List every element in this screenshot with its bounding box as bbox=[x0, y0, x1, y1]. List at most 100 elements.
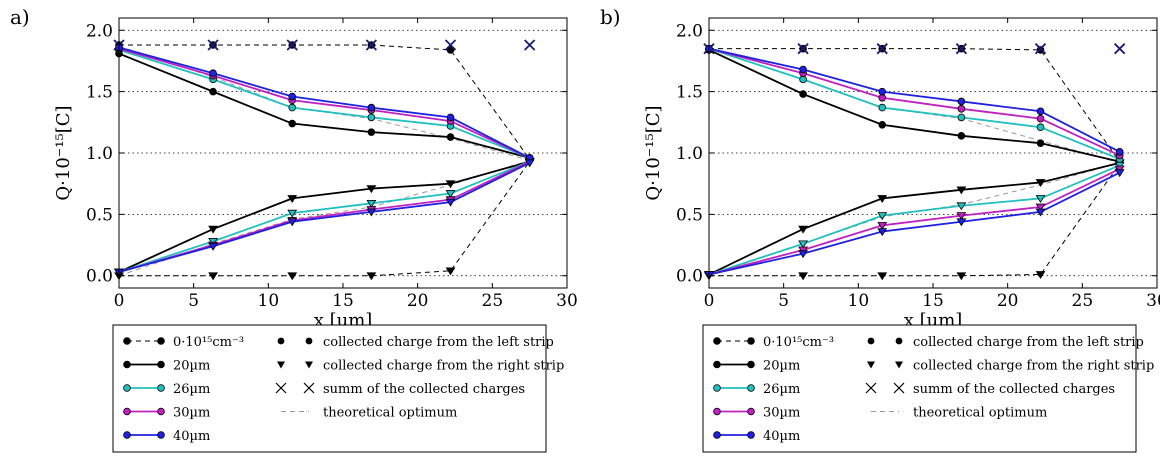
right-strip-point bbox=[445, 180, 456, 189]
legend-series-marker bbox=[123, 431, 131, 439]
right-strip-point bbox=[798, 240, 809, 249]
legend-series-marker bbox=[713, 337, 721, 345]
y-axis-label: Q·10⁻¹⁵[C] bbox=[53, 105, 74, 200]
right-strip-point bbox=[287, 218, 298, 227]
series-4-right-line bbox=[708, 171, 1121, 276]
sum-point bbox=[524, 39, 536, 51]
x-tick-label: 10 bbox=[258, 291, 280, 311]
y-tick-label: 0.0 bbox=[86, 267, 113, 287]
series-4-right-line bbox=[118, 162, 531, 273]
left-strip-point bbox=[878, 103, 887, 112]
left-strip-point bbox=[367, 113, 376, 122]
left-strip-point bbox=[957, 132, 966, 140]
series-3-right-line bbox=[118, 160, 531, 273]
series-1-left-line bbox=[118, 52, 530, 159]
legend-series-marker bbox=[157, 337, 165, 345]
right-strip-point bbox=[877, 228, 888, 237]
series-3-left-line bbox=[118, 47, 531, 159]
right-strip-point bbox=[208, 225, 219, 234]
series-2-right-line bbox=[708, 164, 1121, 276]
x-tick-label: 5 bbox=[778, 291, 789, 311]
sum-point bbox=[797, 43, 809, 55]
legend-box bbox=[702, 324, 1137, 453]
y-tick-label: 1.0 bbox=[86, 144, 113, 164]
legend-circle-marker bbox=[277, 337, 285, 345]
legend-series-marker bbox=[157, 431, 165, 439]
right-strip-point bbox=[1035, 195, 1046, 203]
left-strip-point bbox=[1115, 147, 1124, 156]
left-strip-point bbox=[367, 128, 376, 136]
right-strip-point bbox=[1035, 271, 1046, 280]
series-2-right-line bbox=[118, 160, 531, 273]
legend-series-marker bbox=[713, 407, 721, 416]
y-tick-label: 0.5 bbox=[86, 205, 113, 225]
legend-marker-label: theoretical optimum bbox=[323, 406, 457, 421]
legend-triangle-marker bbox=[305, 361, 313, 369]
left-strip-point bbox=[878, 87, 887, 96]
legend-triangle-marker bbox=[277, 361, 285, 369]
legend-series-marker bbox=[747, 407, 755, 416]
right-strip-point bbox=[445, 190, 456, 199]
right-strip-point bbox=[524, 159, 535, 168]
left-strip-point bbox=[957, 113, 966, 122]
series-0-right-line bbox=[709, 163, 1121, 277]
left-strip-point bbox=[209, 69, 217, 78]
legend-series-marker bbox=[157, 360, 165, 369]
right-strip-point bbox=[1035, 203, 1046, 212]
series-1-right-line bbox=[708, 161, 1120, 276]
series-2-left-line bbox=[118, 49, 531, 159]
x-tick-label: 15 bbox=[332, 291, 354, 311]
x-tick-label: 25 bbox=[482, 291, 504, 311]
left-strip-point bbox=[957, 105, 966, 113]
legend-series-marker bbox=[747, 337, 755, 345]
x-tick-label: 0 bbox=[704, 291, 715, 311]
left-strip-point bbox=[1036, 114, 1045, 123]
sum-point bbox=[955, 43, 968, 55]
legend-series-marker bbox=[747, 360, 755, 369]
left-strip-point bbox=[288, 92, 297, 101]
series-0-left-line bbox=[709, 48, 1121, 162]
right-strip-point bbox=[798, 250, 809, 259]
right-strip-point bbox=[956, 186, 967, 195]
legend-series-marker bbox=[123, 337, 131, 345]
legend-series-marker bbox=[713, 384, 721, 392]
legend-marker-label: collected charge from the left strip bbox=[913, 335, 1144, 350]
legend-marker-label: collected charge from the right strip bbox=[913, 359, 1154, 374]
legend-series-label: 40µm bbox=[763, 429, 800, 444]
right-strip-point bbox=[208, 242, 219, 251]
left-strip-point bbox=[1036, 139, 1045, 147]
panel-1: a)0 5 10 15 20 25 300.00.51.01.52.0x [um]Q·10⁻… bbox=[10, 5, 578, 453]
y-tick-label: 0.5 bbox=[676, 205, 703, 225]
legend-triangle-marker bbox=[895, 361, 903, 369]
legend: 0·10¹⁵cm⁻³ 20µm 26µm 30µm 40µm collected char… bbox=[702, 324, 1154, 453]
legend-x-marker bbox=[865, 382, 877, 394]
y-tick-label: 1.0 bbox=[676, 144, 703, 164]
legend-series-label: 20µm bbox=[173, 359, 210, 374]
legend-marker-label: summ of the collected charges bbox=[913, 382, 1115, 397]
legend-marker-label: summ of the collected charges bbox=[323, 382, 525, 397]
x-tick-label: 30 bbox=[1146, 291, 1160, 311]
legend: 0·10¹⁵cm⁻³ 20µm 26µm 30µm 40µm collected char… bbox=[112, 324, 564, 453]
legend-series-marker bbox=[123, 407, 131, 416]
legend-series-label: 0·10¹⁵cm⁻³ bbox=[173, 335, 244, 350]
right-strip-point bbox=[877, 222, 888, 230]
series-4-left-line bbox=[118, 46, 531, 159]
right-strip-point bbox=[798, 272, 809, 281]
x-tick-label: 20 bbox=[997, 291, 1019, 311]
right-strip-point bbox=[956, 218, 967, 227]
right-strip-point bbox=[208, 272, 219, 281]
series-4-left-line bbox=[708, 47, 1121, 153]
legend-series-marker bbox=[123, 360, 131, 369]
sum-point bbox=[1114, 43, 1126, 55]
left-strip-point bbox=[288, 119, 297, 128]
series-1-right-line bbox=[118, 160, 530, 273]
right-strip-point bbox=[798, 225, 809, 234]
legend-triangle-marker bbox=[867, 361, 875, 369]
sum-point bbox=[876, 43, 888, 55]
left-strip-point bbox=[446, 46, 455, 54]
legend-series-label: 0·10¹⁵cm⁻³ bbox=[763, 335, 834, 350]
series-1-left-line bbox=[708, 49, 1120, 163]
legend-circle-marker bbox=[895, 337, 903, 345]
left-strip-point bbox=[1036, 123, 1045, 132]
left-strip-point bbox=[957, 97, 966, 106]
